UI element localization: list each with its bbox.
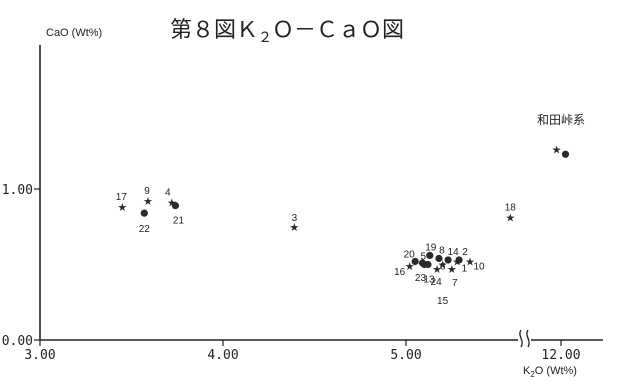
star-point-3: ★ [289,221,299,234]
star-point-16: ★ [405,260,415,273]
circle-point-22 [140,209,148,217]
circle-point-13 [424,260,432,269]
point-label: 20 [404,249,416,260]
star-point-9: ★ [143,195,153,208]
point-label: 23 [415,273,427,284]
point-label: 21 [173,216,185,227]
x-tick-label: 4.00 [207,348,238,363]
point-label: 19 [425,242,437,253]
point-label: 5 [421,252,427,263]
point-label: 18 [505,203,517,214]
x-axis-label: K2O (Wt%) [523,365,577,379]
circle-point-20 [411,257,419,266]
annotation: 和田峠系 [537,112,585,127]
circle-point-8 [435,254,443,263]
point-label: 2 [462,247,468,258]
x-tick-label: 3.00 [24,348,55,363]
point-label: 14 [448,247,460,258]
circle-point-19 [426,251,434,260]
star-point-18: ★ [505,212,515,225]
y-axis-label: CaO (Wt%) [46,27,102,39]
point-label: 6 [440,262,446,273]
point-label: 1 [461,263,467,274]
point-label: 17 [116,192,128,203]
point-label: 22 [139,224,151,235]
chart-title: 第８図Ｋ２Ｏ－ＣａＯ図 [170,18,404,46]
star-point-24: ★ [432,263,442,276]
point-label: 8 [439,245,445,256]
point-label: 7 [452,278,458,289]
star-point-10: ★ [465,255,475,268]
x-tick-label: 5.00 [390,348,421,363]
circle-point-21 [171,202,180,210]
y-tick-label: 1.00 [2,183,33,198]
star-point-4: ★ [167,197,177,210]
star-point: ★ [552,144,562,157]
point-label: 3 [292,213,298,224]
x-tick-label: 12.00 [541,348,580,363]
point-label: 10 [473,261,485,272]
circle-point-14 [444,256,452,264]
annotation: 15 [437,296,449,307]
x-axis-break [518,329,531,348]
circle-point [561,150,570,158]
circle-point-23 [418,259,427,267]
point-label: 24 [431,277,443,288]
point-label: 4 [165,188,171,199]
circle-point-2 [455,256,463,264]
point-label: 16 [394,267,406,278]
star-point-7: ★ [447,263,457,276]
star-point-17: ★ [117,201,127,214]
point-label: 9 [144,186,150,197]
star-point-6: ★ [438,259,448,272]
point-label: 13 [423,275,435,286]
y-tick-label: 0.00 [2,334,33,349]
